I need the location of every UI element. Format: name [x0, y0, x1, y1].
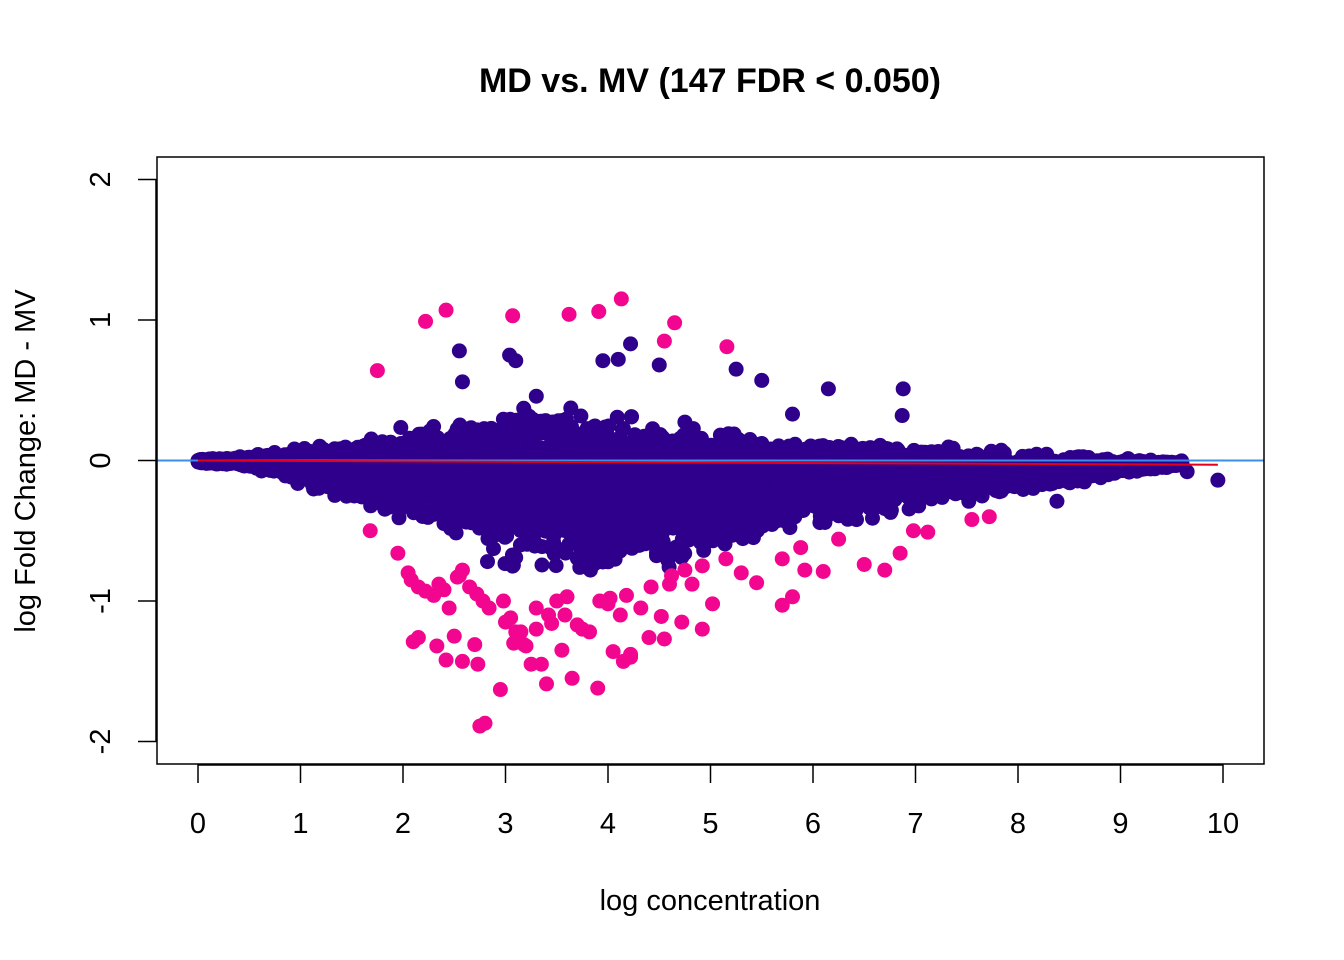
point — [699, 533, 715, 549]
point — [548, 558, 564, 574]
point — [717, 536, 733, 552]
point — [1069, 463, 1085, 479]
point — [677, 545, 693, 561]
point — [649, 545, 664, 561]
point — [664, 542, 680, 558]
point — [819, 509, 834, 525]
point — [580, 549, 596, 565]
point — [582, 562, 598, 578]
point — [632, 537, 648, 553]
non-significant-points — [190, 336, 1226, 578]
chart-title: MD vs. MV (147 FDR < 0.050) — [479, 62, 941, 100]
point — [609, 537, 625, 553]
point — [901, 501, 917, 517]
point — [1088, 459, 1104, 474]
point — [674, 531, 690, 547]
point — [480, 554, 495, 570]
point — [745, 530, 761, 546]
point — [573, 408, 589, 424]
point — [448, 525, 464, 541]
point — [883, 504, 899, 520]
point — [534, 557, 550, 573]
point — [989, 461, 1005, 477]
point — [377, 501, 393, 517]
point — [1031, 473, 1046, 489]
point — [508, 550, 524, 565]
point — [528, 388, 544, 404]
point — [547, 539, 563, 555]
point — [609, 409, 625, 425]
point — [598, 545, 614, 561]
point — [393, 420, 409, 435]
point — [1127, 458, 1143, 474]
point — [563, 400, 579, 416]
point — [624, 409, 639, 425]
point — [486, 541, 501, 557]
